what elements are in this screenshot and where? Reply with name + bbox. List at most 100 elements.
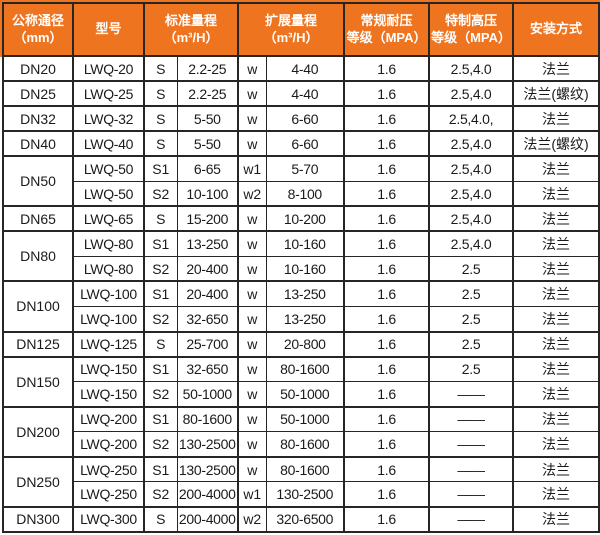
cell-install: 法兰 xyxy=(512,455,600,483)
cell-standard-range: 20-400 xyxy=(176,280,240,307)
cell-standard-range: 130-2500 xyxy=(176,431,240,458)
cell-install: 法兰 xyxy=(512,330,600,358)
cell-model: LWQ-300 xyxy=(72,505,145,534)
cell-standard-range: 20-400 xyxy=(176,255,240,283)
cell-extended-label: w2 xyxy=(237,180,267,208)
cell-standard-label: S xyxy=(143,105,178,133)
cell-model: LWQ-40 xyxy=(72,130,145,158)
cell-install: 法兰 xyxy=(512,280,600,307)
cell-extended-range: 130-2500 xyxy=(265,481,346,508)
cell-high-mpa: 2.5 xyxy=(428,330,515,358)
cell-model: LWQ-200 xyxy=(72,405,145,433)
table-row: DN80 LWQ-80 S1 13-250 w 10-160 1.6 2.5,4.0 法兰 xyxy=(2,230,600,282)
cell-extended-range: 80-1600 xyxy=(265,355,346,383)
cell-extended-range: 13-250 xyxy=(265,280,346,307)
cell-high-mpa: 2.5,4.0, xyxy=(428,105,515,133)
cell-regular-mpa: 1.6 xyxy=(343,280,431,307)
cell-install: 法兰 xyxy=(512,105,600,133)
table-row: LWQ-80 S2 20-400 w 10-160 1.6 2.5 法兰 xyxy=(3,255,600,283)
cell-standard-label: S1 xyxy=(143,230,178,257)
header-standard-range: 标准量程 （m³/H） xyxy=(142,2,240,57)
cell-dn: DN65 xyxy=(2,205,74,233)
cell-standard-range: 15-200 xyxy=(176,205,240,233)
cell-regular-mpa: 1.6 xyxy=(343,130,431,158)
cell-dn: DN80 xyxy=(2,230,74,282)
cell-dn: DN300 xyxy=(2,505,74,534)
header-extended-range: 扩展量程 （m³/H） xyxy=(237,2,346,57)
cell-extended-label: w xyxy=(237,255,267,283)
table-row: LWQ-50 S2 10-100 w2 8-100 1.6 2.5,4.0 法兰 xyxy=(3,180,600,208)
cell-standard-range: 50-1000 xyxy=(176,381,240,408)
cell-model: LWQ-200 xyxy=(72,431,145,458)
cell-model: LWQ-80 xyxy=(72,255,145,283)
cell-standard-range: 32-650 xyxy=(176,355,240,383)
cell-model: LWQ-25 xyxy=(72,80,145,108)
header-installation: 安装方式 xyxy=(512,2,600,57)
cell-model: LWQ-20 xyxy=(72,54,145,83)
cell-install: 法兰 xyxy=(512,180,600,208)
cell-standard-label: S1 xyxy=(143,280,178,307)
cell-dn: DN150 xyxy=(2,355,74,408)
cell-high-mpa: 2.5,4.0 xyxy=(428,180,515,208)
cell-standard-range: 2.2-25 xyxy=(176,80,240,108)
header-nominal-diameter: 公称通径 （mm） xyxy=(2,2,74,57)
cell-dn: DN40 xyxy=(2,130,74,158)
cell-regular-mpa: 1.6 xyxy=(343,180,431,208)
cell-high-mpa: —— xyxy=(428,505,515,534)
table-row: DN200 LWQ-200 S1 80-1600 w 50-1000 1.6 —— 法兰 xyxy=(2,405,600,458)
cell-regular-mpa: 1.6 xyxy=(343,255,431,283)
cell-regular-mpa: 1.6 xyxy=(343,455,431,483)
cell-standard-label: S xyxy=(143,80,178,108)
cell-high-mpa: 2.5,4.0 xyxy=(428,54,515,83)
cell-extended-range: 320-6500 xyxy=(265,505,346,534)
cell-install: 法兰(螺纹) xyxy=(512,80,600,108)
cell-install: 法兰 xyxy=(512,505,600,534)
table-row: DN100 LWQ-100 S1 20-400 w 13-250 1.6 2.5 法兰 xyxy=(2,280,600,333)
cell-high-mpa: —— xyxy=(428,431,515,458)
cell-high-mpa: 2.5 xyxy=(428,355,515,383)
cell-standard-range: 2.2-25 xyxy=(176,54,240,83)
cell-standard-range: 10-100 xyxy=(176,180,240,208)
table-row: DN125 LWQ-125 S 25-700 w 20-800 1.6 2.5 法兰 xyxy=(2,330,600,358)
cell-high-mpa: 2.5,4.0 xyxy=(428,80,515,108)
table-row: DN32 LWQ-32 S 5-50 w 6-60 1.6 2.5,4.0, 法兰 xyxy=(2,105,600,133)
cell-extended-label: w2 xyxy=(237,505,267,534)
cell-extended-range: 50-1000 xyxy=(265,381,346,408)
cell-high-mpa: 2.5,4.0 xyxy=(428,155,515,182)
cell-regular-mpa: 1.6 xyxy=(343,481,431,508)
cell-extended-label: w xyxy=(237,54,267,83)
cell-extended-range: 13-250 xyxy=(265,305,346,333)
cell-standard-label: S xyxy=(143,505,178,534)
cell-extended-label: w xyxy=(237,105,267,133)
cell-install: 法兰 xyxy=(512,355,600,383)
cell-standard-label: S2 xyxy=(143,180,178,208)
cell-standard-label: S xyxy=(143,330,178,358)
cell-standard-label: S2 xyxy=(143,305,178,333)
cell-model: LWQ-125 xyxy=(72,330,145,358)
cell-extended-label: w xyxy=(237,80,267,108)
cell-extended-label: w xyxy=(237,280,267,307)
table-row: DN25 LWQ-25 S 2.2-25 w 4-40 1.6 2.5,4.0 法兰(螺纹) xyxy=(2,80,600,108)
cell-model: LWQ-65 xyxy=(72,205,145,233)
cell-standard-range: 5-50 xyxy=(176,130,240,158)
cell-install: 法兰 xyxy=(512,230,600,257)
cell-install: 法兰 xyxy=(512,305,600,333)
cell-install: 法兰 xyxy=(512,205,600,233)
cell-high-mpa: 2.5 xyxy=(428,305,515,333)
cell-standard-range: 25-700 xyxy=(176,330,240,358)
cell-dn: DN100 xyxy=(2,280,74,333)
cell-model: LWQ-100 xyxy=(72,280,145,307)
cell-standard-label: S1 xyxy=(143,405,178,433)
cell-extended-range: 8-100 xyxy=(265,180,346,208)
cell-standard-range: 130-2500 xyxy=(176,455,240,483)
cell-install: 法兰 xyxy=(512,54,600,83)
cell-install: 法兰 xyxy=(512,481,600,508)
cell-extended-label: w xyxy=(237,205,267,233)
cell-regular-mpa: 1.6 xyxy=(343,505,431,534)
cell-extended-range: 10-160 xyxy=(265,230,346,257)
cell-extended-range: 80-1600 xyxy=(265,431,346,458)
cell-extended-range: 10-160 xyxy=(265,255,346,283)
cell-model: LWQ-150 xyxy=(72,381,145,408)
cell-extended-label: w xyxy=(237,330,267,358)
